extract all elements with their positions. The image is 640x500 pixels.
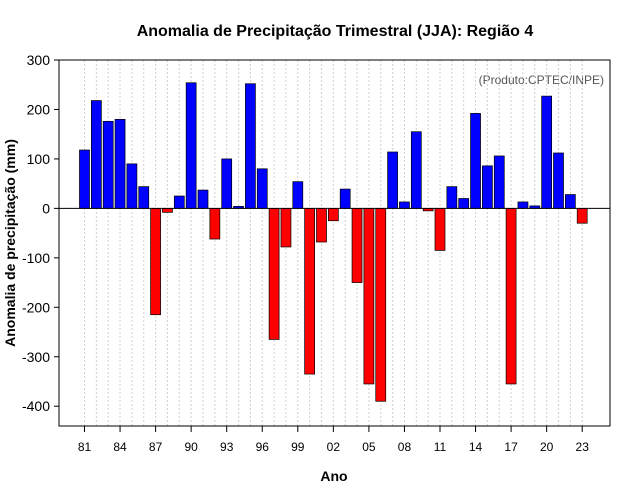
- x-tick-label: 96: [256, 440, 270, 454]
- bar-1989: [173, 195, 185, 209]
- bar-2004: [351, 208, 363, 283]
- bar-1998: [280, 208, 292, 248]
- axis-layer: 300 200 100 0 -100 -200 -300 -400 81 84 87 90 93 96 99…: [22, 52, 611, 454]
- bar-2000: [304, 208, 315, 375]
- bar-2009: [410, 131, 422, 209]
- x-tick-label: 87: [149, 440, 163, 454]
- bar-2014: [470, 113, 481, 209]
- bar-2001: [316, 208, 327, 243]
- bar-2021: [553, 152, 564, 209]
- x-tick-label: 93: [220, 440, 234, 454]
- bar-1999: [292, 181, 304, 209]
- bar-2003: [339, 188, 351, 209]
- chart-credit: (Produto:CPTEC/INPE): [479, 73, 604, 87]
- bar-1996: [256, 168, 268, 209]
- bar-2008: [399, 201, 410, 209]
- bar-1983: [102, 120, 114, 209]
- bar-1982: [90, 100, 102, 209]
- x-axis-label: Ano: [320, 468, 347, 484]
- bar-2002: [328, 208, 339, 222]
- bar-1993: [221, 158, 233, 209]
- bar-2013: [458, 198, 470, 209]
- x-tick-label: 17: [504, 440, 518, 454]
- y-axis-label: Anomalia de precipitação (mm): [2, 139, 18, 347]
- y-tick-label: -400: [22, 398, 50, 414]
- bar-1981: [79, 149, 90, 209]
- y-tick-label: -200: [22, 299, 50, 315]
- plot-frame: [58, 59, 611, 427]
- x-tick-label: 14: [469, 440, 483, 454]
- bar-1995: [245, 83, 256, 209]
- x-tick-label: 11: [434, 440, 447, 454]
- bar-1997: [268, 208, 280, 340]
- bar-1985: [126, 163, 138, 209]
- x-tick-label: 84: [113, 440, 127, 454]
- x-tick-label: 05: [362, 440, 376, 454]
- y-tick-label: -100: [22, 250, 50, 266]
- x-tick-label: 20: [540, 440, 554, 454]
- y-tick-label: 0: [42, 200, 50, 216]
- bar-2018: [517, 201, 529, 209]
- y-tick-label: 200: [27, 101, 51, 117]
- bar-2015: [482, 165, 493, 209]
- bar-1988: [162, 208, 173, 213]
- bar-2012: [446, 186, 458, 209]
- bar-1986: [138, 186, 150, 209]
- x-tick-label: 08: [398, 440, 412, 454]
- bar-1984: [114, 118, 126, 209]
- bar-2007: [387, 151, 398, 209]
- bar-2011: [434, 208, 446, 251]
- x-tick-label: 99: [291, 440, 305, 454]
- bar-1991: [197, 189, 209, 209]
- bar-2016: [493, 155, 505, 209]
- x-tick-label: 23: [576, 440, 590, 454]
- bar-1987: [150, 208, 161, 316]
- y-tick-label: 100: [27, 151, 51, 167]
- y-tick-label: -300: [22, 349, 50, 365]
- bar-1990: [185, 82, 197, 209]
- bar-2005: [363, 208, 375, 385]
- chart-title: Anomalia de Precipitação Trimestral (JJA…: [137, 23, 534, 40]
- bar-2023: [576, 208, 588, 224]
- bar-2006: [375, 208, 387, 402]
- x-tick-label: 81: [78, 440, 92, 454]
- x-tick-label: 02: [327, 440, 341, 454]
- bar-2020: [541, 95, 553, 209]
- y-tick-label: 300: [27, 52, 51, 68]
- bar-2022: [564, 194, 576, 209]
- bar-layer: [79, 82, 588, 402]
- x-tick-label: 90: [184, 440, 198, 454]
- bar-1992: [209, 208, 221, 240]
- bar-2017: [505, 208, 517, 385]
